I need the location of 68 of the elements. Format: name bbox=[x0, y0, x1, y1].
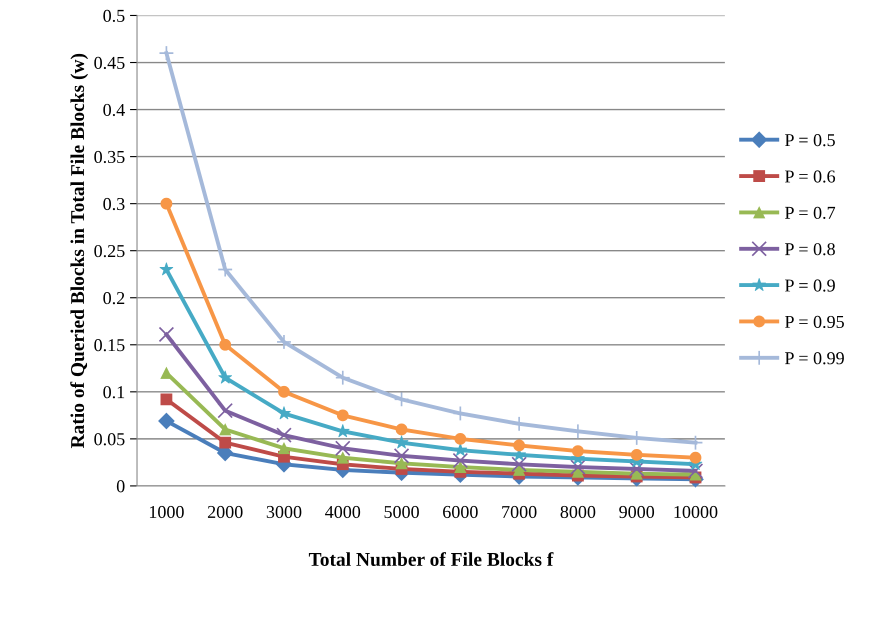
x-tick-label: 10000 bbox=[674, 506, 718, 518]
point bbox=[158, 412, 175, 430]
point bbox=[336, 409, 349, 422]
x-tick-label: 1000 bbox=[150, 506, 184, 518]
point bbox=[396, 424, 408, 436]
point bbox=[217, 402, 233, 418]
point bbox=[572, 445, 584, 458]
legend-label: P = 0.5 bbox=[784, 134, 835, 146]
point bbox=[219, 338, 232, 351]
point bbox=[453, 442, 468, 456]
point bbox=[219, 436, 232, 449]
point bbox=[570, 459, 586, 475]
point bbox=[336, 452, 349, 464]
x-tick-label: 2000 bbox=[208, 506, 243, 518]
y-tick-label: 0.45 bbox=[94, 56, 125, 70]
point bbox=[217, 262, 233, 278]
point bbox=[158, 326, 174, 342]
y-tick-label: 0.15 bbox=[94, 339, 125, 352]
point bbox=[219, 424, 232, 436]
point bbox=[278, 386, 290, 398]
y-tick-label: 0 bbox=[116, 480, 125, 492]
point bbox=[160, 198, 172, 210]
y-tick-label: 0.35 bbox=[94, 150, 125, 164]
point bbox=[452, 452, 468, 468]
y-tick-label: 0.2 bbox=[103, 292, 124, 304]
legend-label: P = 0.9 bbox=[784, 279, 835, 292]
x-tick-label: 9000 bbox=[619, 506, 654, 518]
x-tick-label: 5000 bbox=[384, 506, 419, 518]
point bbox=[452, 406, 468, 422]
point bbox=[160, 393, 172, 406]
legend-label: P = 0.8 bbox=[784, 243, 835, 256]
point bbox=[513, 440, 526, 452]
x-tick-label: 6000 bbox=[443, 506, 478, 518]
x-axis-title: Total Number of File Blocks f bbox=[308, 552, 554, 566]
y-tick-label: 0.3 bbox=[103, 198, 125, 210]
y-tick-label: 0.05 bbox=[94, 433, 125, 446]
point bbox=[334, 370, 351, 386]
point bbox=[511, 456, 527, 472]
y-axis-title: Ratio of Queried Blocks in Total File Blocks (w) bbox=[70, 54, 88, 448]
legend-label: P = 0.6 bbox=[784, 170, 836, 183]
point bbox=[277, 406, 291, 420]
legend-label: P = 0.95 bbox=[784, 316, 844, 328]
x-tick-label: 4000 bbox=[325, 506, 360, 518]
point bbox=[159, 262, 174, 276]
point bbox=[276, 427, 292, 443]
point bbox=[218, 370, 232, 384]
point bbox=[278, 442, 290, 454]
point bbox=[688, 463, 704, 479]
point bbox=[276, 334, 292, 350]
y-tick-label: 0.25 bbox=[94, 244, 125, 258]
point bbox=[394, 448, 410, 464]
point bbox=[334, 440, 351, 456]
point bbox=[690, 452, 702, 464]
point bbox=[396, 457, 408, 470]
y-tick-label: 0.5 bbox=[103, 10, 125, 22]
y-tick-label: 0.4 bbox=[103, 104, 125, 116]
point bbox=[628, 461, 644, 477]
legend-label: P = 0.7 bbox=[784, 206, 836, 220]
point bbox=[454, 461, 466, 474]
x-tick-label: 8000 bbox=[560, 506, 596, 518]
x-tick-label: 7000 bbox=[502, 506, 536, 518]
point bbox=[158, 45, 174, 61]
point bbox=[454, 432, 466, 445]
x-tick-label: 3000 bbox=[266, 506, 302, 518]
y-tick-label: 0.1 bbox=[103, 386, 124, 398]
point bbox=[394, 392, 410, 408]
legend-label: P = 0.99 bbox=[784, 352, 844, 364]
point bbox=[630, 448, 643, 461]
